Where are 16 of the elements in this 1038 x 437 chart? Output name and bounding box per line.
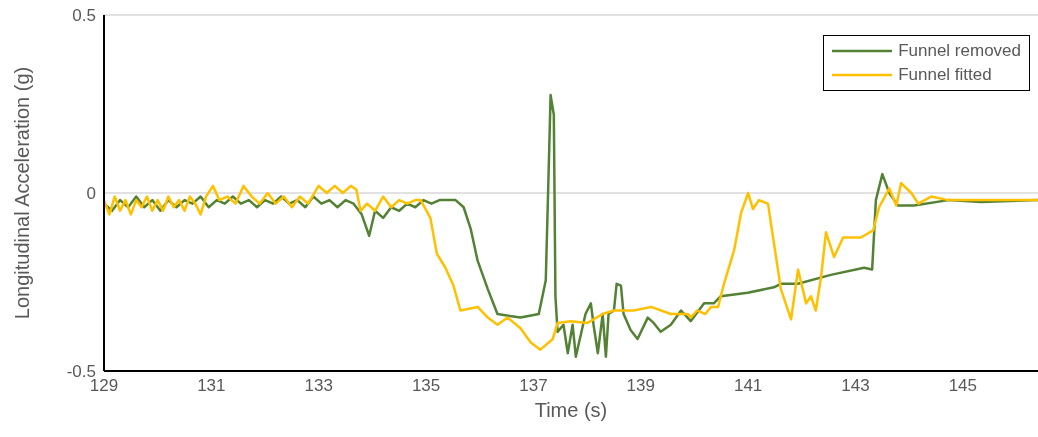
y-tick-label: 0 xyxy=(86,184,96,204)
y-tick-label: 0.5 xyxy=(72,6,96,26)
x-tick-label: 143 xyxy=(841,376,870,396)
legend-label: Funnel fitted xyxy=(898,64,992,86)
y-axis-title: Longitudinal Acceleration (g) xyxy=(11,66,34,320)
x-axis-title: Time (s) xyxy=(534,399,608,421)
x-tick-label: 139 xyxy=(626,376,655,396)
x-tick-label: 137 xyxy=(519,376,548,396)
x-tick-label: 145 xyxy=(948,376,978,396)
x-tick-label: 141 xyxy=(733,376,763,396)
line-series xyxy=(104,181,1038,351)
x-tick-label: 131 xyxy=(197,376,226,396)
x-tick-label: 133 xyxy=(304,376,333,396)
x-tick-label: 129 xyxy=(89,376,119,396)
x-tick-label: 135 xyxy=(411,376,441,396)
legend-label: Funnel removed xyxy=(898,40,1021,62)
